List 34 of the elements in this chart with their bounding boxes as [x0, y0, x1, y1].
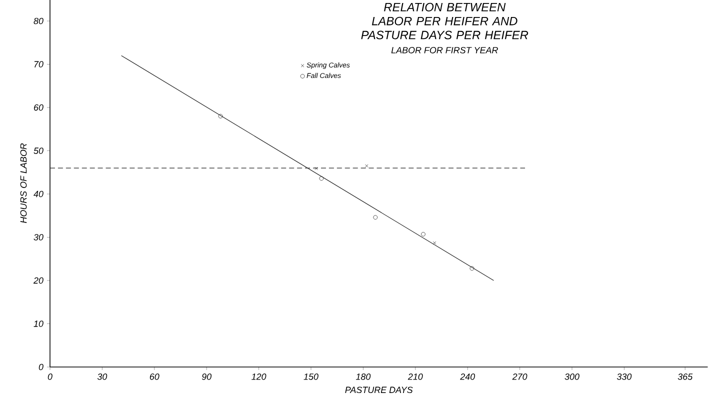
- y-tick-label: 20: [33, 277, 44, 284]
- x-tick-label: 60: [150, 374, 160, 380]
- y-axis-title: HOURS OF LABOR: [20, 143, 27, 224]
- x-tick-label: 365: [678, 374, 693, 380]
- y-tick-label: 70: [34, 61, 44, 68]
- y-tick-label: 40: [34, 190, 44, 198]
- x-tick-label: 90: [202, 374, 212, 380]
- y-tick-label: 0: [38, 364, 44, 370]
- point: [218, 114, 223, 118]
- x-tick-label: 300: [564, 374, 580, 380]
- point: [365, 164, 368, 168]
- x-axis-title: PASTURE DAYS: [345, 386, 413, 394]
- y-tick-label: 30: [34, 234, 44, 240]
- x-tick-label: 270: [512, 374, 528, 380]
- x-tick-label: 30: [97, 374, 108, 380]
- x-tick-label: 330: [616, 374, 632, 380]
- point: [421, 232, 426, 236]
- text: RELATION BETWEEN LABOR PER HEIFER AND PASTURE DAYS PER HEIFER: [361, 2, 528, 40]
- text: LABOR FOR FIRST YEAR: [391, 47, 498, 54]
- x-tick-label: 120: [252, 374, 266, 380]
- point: [470, 266, 474, 271]
- x-tick-label: 0: [48, 374, 52, 380]
- x-tick-label: 210: [408, 374, 423, 380]
- point: [432, 241, 436, 244]
- point: [314, 166, 318, 170]
- y-tick-label: 10: [34, 320, 44, 327]
- y-tick-label: 60: [34, 104, 44, 111]
- point: [373, 215, 378, 220]
- x-tick-label: 180: [356, 374, 371, 380]
- y-tick-label: 80: [34, 18, 44, 24]
- y-tick-label: 50: [34, 148, 44, 154]
- x-tick-label: 150: [304, 374, 318, 380]
- x-tick-label: 240: [460, 374, 475, 380]
- point: [319, 176, 324, 181]
